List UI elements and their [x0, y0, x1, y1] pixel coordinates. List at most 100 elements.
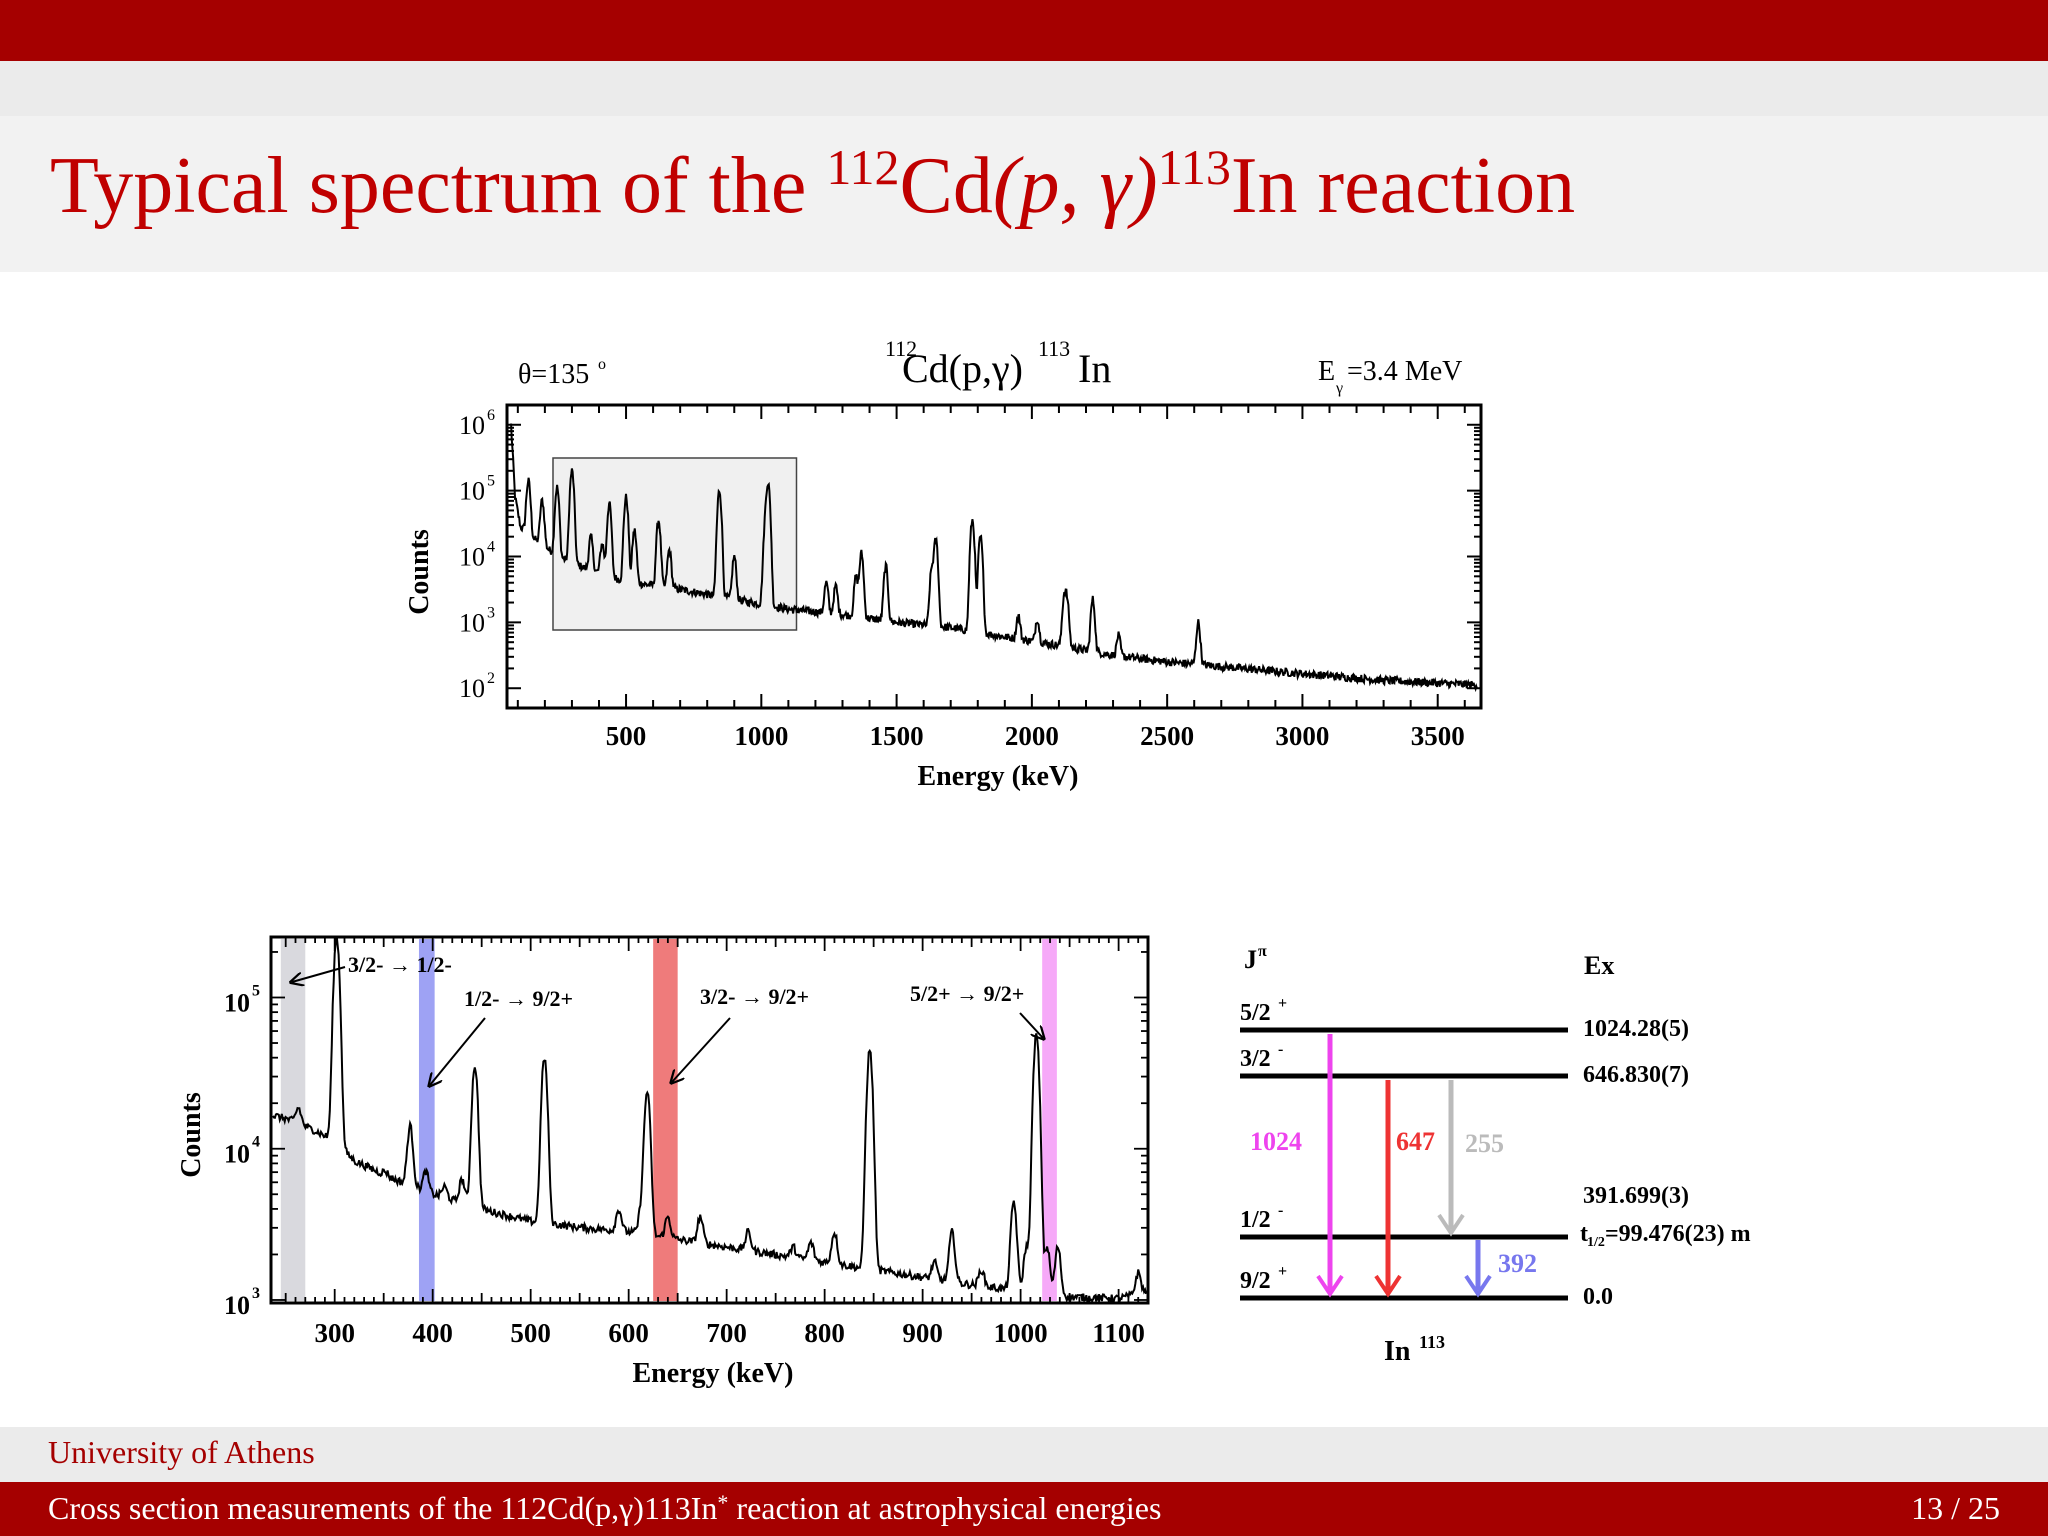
y-tick-label: 10 — [459, 477, 485, 506]
y-tick-exponent: 5 — [252, 982, 260, 999]
level-energy: 1024.28(5) — [1583, 1016, 1689, 1042]
title-iso-b: 113 — [1157, 139, 1231, 195]
y-tick-exponent: 4 — [252, 1134, 260, 1151]
x-tick-label: 800 — [804, 1318, 845, 1348]
transition-annotation: 3/2- → 9/2+ — [700, 984, 809, 1009]
energy-label-value: =3.4 MeV — [1347, 356, 1462, 387]
header-band — [0, 61, 2048, 116]
zoom-region-box — [552, 457, 798, 631]
title-el-a: Cd — [899, 142, 993, 230]
level-energy: 0.0 — [1583, 1284, 1613, 1310]
chart-title-mid: Cd(p,γ) — [902, 346, 1023, 391]
gamma-arrowhead — [1437, 1213, 1465, 1237]
footer-upper-band — [0, 1427, 2048, 1482]
x-tick-label: 2500 — [1140, 721, 1194, 751]
x-tick-label: 900 — [902, 1318, 943, 1348]
footer-talk-tail: reaction at astrophysical energies — [728, 1490, 1162, 1526]
y-tick-exponent: 2 — [487, 670, 495, 687]
y-axis-label: Counts — [176, 1092, 207, 1178]
footer-talk-main: Cross section measurements of the 112Cd(… — [48, 1490, 718, 1526]
footer-lower-band — [0, 1482, 2048, 1536]
angle-unit: o — [598, 356, 606, 373]
y-tick-label: 10 — [224, 988, 250, 1017]
level-parity: - — [1278, 1202, 1283, 1219]
footer-institution: University of Athens — [48, 1434, 315, 1470]
title-band — [0, 116, 2048, 272]
chart-title-iso-a: 112 — [885, 336, 917, 361]
level-spin: 9/2 — [1240, 1268, 1271, 1294]
gamma-energy-label: 647 — [1396, 1127, 1435, 1156]
page-number: 13 / 25 — [1911, 1490, 2000, 1526]
energy-label: E — [1318, 356, 1335, 387]
y-tick-exponent: 5 — [487, 473, 495, 490]
nucleus-name: In — [1384, 1336, 1411, 1367]
x-tick-label: 1100 — [1092, 1318, 1145, 1348]
annotation-arrow — [292, 966, 346, 982]
zoom-spectrum-line — [272, 935, 1147, 1305]
x-tick-label: 500 — [606, 721, 647, 751]
gamma-energy-label: 392 — [1498, 1249, 1537, 1278]
level-spin: 1/2 — [1240, 1207, 1271, 1233]
x-tick-label: 1000 — [734, 721, 788, 751]
transition-annotation: 3/2- → 1/2- — [348, 952, 452, 977]
halflife-sub: 1/2 — [1587, 1235, 1605, 1250]
header-ex: Ex — [1584, 951, 1614, 980]
top-bar — [0, 0, 2048, 61]
y-tick-exponent: 3 — [487, 604, 495, 621]
y-axis-label: Counts — [404, 529, 435, 615]
transition-annotation: 5/2+ → 9/2+ — [910, 981, 1024, 1006]
title-text: Typical spectrum of the — [50, 142, 807, 230]
title-el-b: In reaction — [1230, 142, 1576, 230]
x-tick-label: 300 — [314, 1318, 355, 1348]
chart-title-iso-b: 113 — [1038, 336, 1070, 361]
y-tick-label: 10 — [459, 543, 485, 572]
zoom-plot-frame — [269, 935, 1150, 1305]
level-spin: 5/2 — [1240, 1000, 1271, 1026]
x-tick-label: 3000 — [1275, 721, 1329, 751]
footer-talk-star: * — [717, 1490, 729, 1515]
level-parity: + — [1278, 1263, 1287, 1280]
x-axis-label: Energy (keV) — [633, 1358, 794, 1389]
slide-title: Typical spectrum of the 112Cd(p, γ)113In… — [50, 142, 1575, 226]
x-tick-label: 700 — [706, 1318, 747, 1348]
transition-band — [1042, 939, 1057, 1301]
transition-annotation: 1/2- → 9/2+ — [464, 986, 573, 1011]
annotation-arrow — [672, 1017, 731, 1082]
level-energy: 391.699(3) — [1583, 1183, 1689, 1209]
gamma-energy-label: 1024 — [1250, 1127, 1302, 1156]
nucleus-mass: 113 — [1419, 1332, 1445, 1352]
y-tick-label: 10 — [459, 608, 485, 637]
x-tick-label: 1000 — [994, 1318, 1048, 1348]
angle-label: θ=135 — [518, 359, 589, 390]
gamma-energy-label: 255 — [1465, 1129, 1504, 1158]
x-tick-label: 3500 — [1411, 721, 1465, 751]
energy-label-sub: γ — [1335, 380, 1343, 397]
halflife-t: t — [1580, 1221, 1588, 1247]
y-tick-exponent: 3 — [252, 1285, 260, 1302]
y-tick-label: 10 — [224, 1291, 250, 1320]
level-energy: 646.830(7) — [1583, 1062, 1689, 1088]
x-tick-label: 600 — [608, 1318, 649, 1348]
y-tick-label: 10 — [459, 674, 485, 703]
x-tick-label: 1500 — [870, 721, 924, 751]
title-iso-a: 112 — [826, 139, 900, 195]
gamma-arrowhead — [1464, 1274, 1492, 1298]
annotation-arrow — [1019, 1012, 1043, 1038]
x-tick-label: 400 — [412, 1318, 453, 1348]
gamma-arrowhead — [1316, 1274, 1344, 1298]
plot-frame — [505, 403, 1483, 710]
gamma-arrowhead — [1374, 1274, 1402, 1298]
transition-band — [653, 939, 678, 1301]
title-reaction: (p, γ) — [992, 142, 1158, 230]
header-jpi-sup: π — [1258, 943, 1267, 960]
header-jpi: J — [1244, 945, 1257, 974]
x-axis-label: Energy (keV) — [918, 761, 1079, 792]
x-tick-label: 2000 — [1005, 721, 1059, 751]
level-spin: 3/2 — [1240, 1046, 1271, 1072]
y-tick-exponent: 4 — [487, 539, 495, 556]
footer-talk-title: Cross section measurements of the 112Cd(… — [48, 1490, 1162, 1526]
y-tick-label: 10 — [224, 1140, 250, 1169]
